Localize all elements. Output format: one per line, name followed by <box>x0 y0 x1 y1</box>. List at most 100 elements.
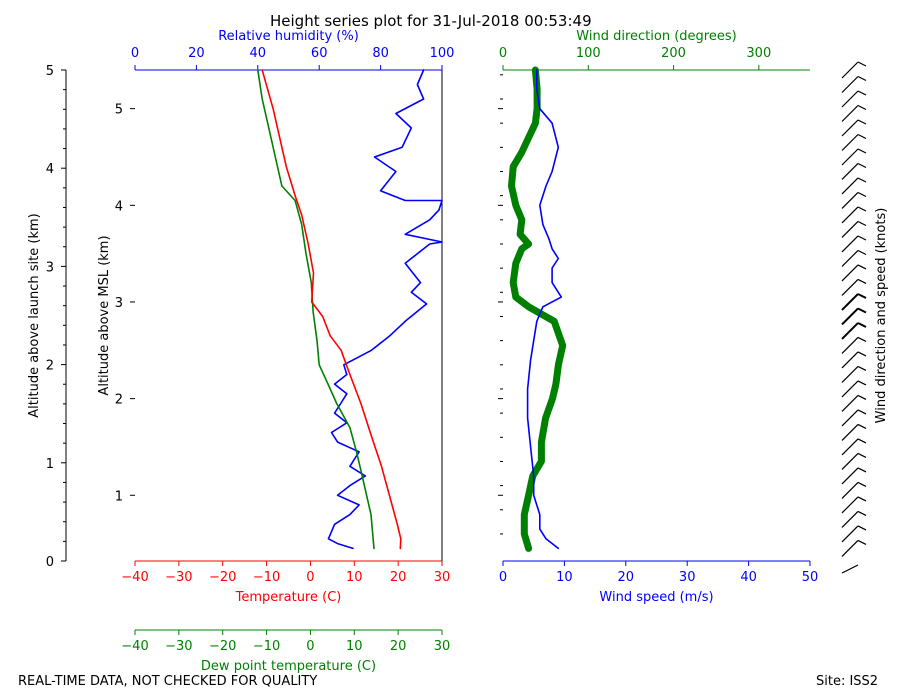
humidity-tick-label: 60 <box>311 46 328 61</box>
wind-speed-tick-label: 20 <box>618 570 635 585</box>
wind-speed-axis-label: Wind speed (m/s) <box>599 590 713 605</box>
wind-barb-flag <box>857 133 867 140</box>
wind-barb-flag <box>857 162 867 169</box>
wind-barb-staff <box>841 264 859 282</box>
wind-speed-tick-label: 30 <box>679 570 696 585</box>
wind-barb-staff <box>841 322 859 340</box>
humidity-tick-label: 40 <box>250 46 267 61</box>
dewpoint-tick-label: −20 <box>209 639 236 654</box>
wind-barb-staff <box>841 177 859 195</box>
dewpoint-tick-label: 10 <box>346 639 363 654</box>
wind-barb-flag <box>857 264 867 270</box>
wind-barb-flag <box>857 438 867 444</box>
temperature-tick-label: 10 <box>346 570 363 585</box>
temperature-line <box>261 69 402 550</box>
temperature-tick-label: −10 <box>253 570 280 585</box>
wind-barb-flag <box>857 336 867 342</box>
wind-barb-staff <box>841 525 859 543</box>
wind-barb-staff <box>841 496 859 514</box>
temperature-axis-label: Temperature (C) <box>235 590 342 605</box>
altitude-msl-tick-label: 1 <box>115 489 123 504</box>
altitude-site-tick-label: 1 <box>46 457 54 472</box>
wind-barb-staff <box>841 163 859 180</box>
wind-barb-flag <box>857 119 867 125</box>
dewpoint-tick-label: −10 <box>253 639 280 654</box>
chart-title: Height series plot for 31-Jul-2018 00:53… <box>270 12 592 30</box>
wind-direction-tick-label: 300 <box>746 46 771 61</box>
altitude-msl-tick-label: 5 <box>115 103 123 118</box>
wind-barb-flag <box>857 467 867 473</box>
wind-barb-flag <box>857 322 867 328</box>
quality-note: REAL-TIME DATA, NOT CHECKED FOR QUALITY <box>18 674 318 689</box>
dewpoint-tick-label: −40 <box>121 639 148 654</box>
wind-barb-staff <box>841 293 859 311</box>
wind-barb-staff <box>841 395 859 412</box>
wind-barb-flag <box>857 191 867 198</box>
altitude-site-axis-label: Altitude above launch site (km) <box>27 213 42 417</box>
wind-barb-staff <box>841 540 859 557</box>
humidity-tick-label: 20 <box>188 46 205 61</box>
wind-barb-flag <box>857 75 867 82</box>
wind-barb-staff <box>841 366 859 383</box>
humidity-axis-label: Relative humidity (%) <box>218 29 359 44</box>
dewpoint-tick-label: 0 <box>306 639 314 654</box>
altitude-site-tick-label: 4 <box>46 162 54 177</box>
wind-barb-flag <box>857 539 867 545</box>
wind-barb-staff <box>841 192 859 209</box>
humidity-tick-label: 80 <box>372 46 389 61</box>
temperature-tick-label: −30 <box>165 570 192 585</box>
wind-barb-flag <box>857 90 867 96</box>
wind-barb-flag <box>857 293 867 299</box>
altitude-msl-tick-label: 4 <box>115 199 123 214</box>
wind-barb-staff <box>841 148 859 166</box>
humidity-tick-label: 100 <box>430 46 455 61</box>
wind-direction-tick-label: 100 <box>576 46 601 61</box>
wind-speed-line <box>526 69 563 550</box>
wind-speed-tick-label: 40 <box>740 570 757 585</box>
wind-direction-tick-label: 200 <box>661 46 686 61</box>
wind-direction-line <box>508 66 567 552</box>
temperature-tick-label: −20 <box>209 570 236 585</box>
wind-barb-staff <box>841 307 859 326</box>
wind-barb-flag <box>857 365 867 371</box>
wind-barb-staff <box>841 511 859 528</box>
wind-barb-axis-label: Wind direction and speed (knots) <box>874 208 889 424</box>
wind-barb-flag <box>857 307 867 314</box>
wind-barb-staff <box>841 250 859 267</box>
wind-barb-flag <box>857 351 867 357</box>
wind-barb-flag <box>857 525 867 531</box>
site-label: Site: ISS2 <box>816 674 879 689</box>
wind-barb-flag <box>857 206 867 212</box>
wind-barb-staff <box>841 76 859 93</box>
wind-speed-tick-label: 50 <box>802 570 819 585</box>
temperature-tick-label: 20 <box>390 570 407 585</box>
wind-barb-staff <box>841 482 859 499</box>
wind-barb-flag <box>857 235 867 241</box>
altitude-site-tick-label: 2 <box>46 359 54 374</box>
wind-barb-flag <box>857 148 867 154</box>
wind-barb-staff <box>841 453 859 470</box>
altitude-msl-tick-label: 2 <box>115 393 123 408</box>
wind-barb-flag <box>857 249 867 256</box>
wind-barb-staff <box>841 564 859 574</box>
wind-speed-tick-label: 10 <box>556 570 573 585</box>
wind-barb-staff <box>841 206 859 224</box>
wind-barb-staff <box>841 424 859 441</box>
wind-barb-staff <box>841 438 859 456</box>
dewpoint-line <box>256 69 375 550</box>
wind-barb-staff <box>841 61 859 79</box>
temperature-tick-label: 0 <box>306 570 314 585</box>
wind-barb-staff <box>841 409 859 427</box>
altitude-msl-tick-label: 3 <box>115 296 123 311</box>
wind-barb-staff <box>841 221 859 238</box>
wind-barb-staff <box>841 351 859 369</box>
wind-barb-staff <box>841 380 859 398</box>
humidity-tick-label: 0 <box>131 46 139 61</box>
wind-barb-flag <box>857 104 867 111</box>
wind-barb-staff <box>841 105 859 122</box>
dewpoint-axis-label: Dew point temperature (C) <box>201 659 376 674</box>
wind-barb-flag <box>857 423 867 429</box>
altitude-site-tick-label: 3 <box>46 260 54 275</box>
dewpoint-tick-label: −30 <box>165 639 192 654</box>
